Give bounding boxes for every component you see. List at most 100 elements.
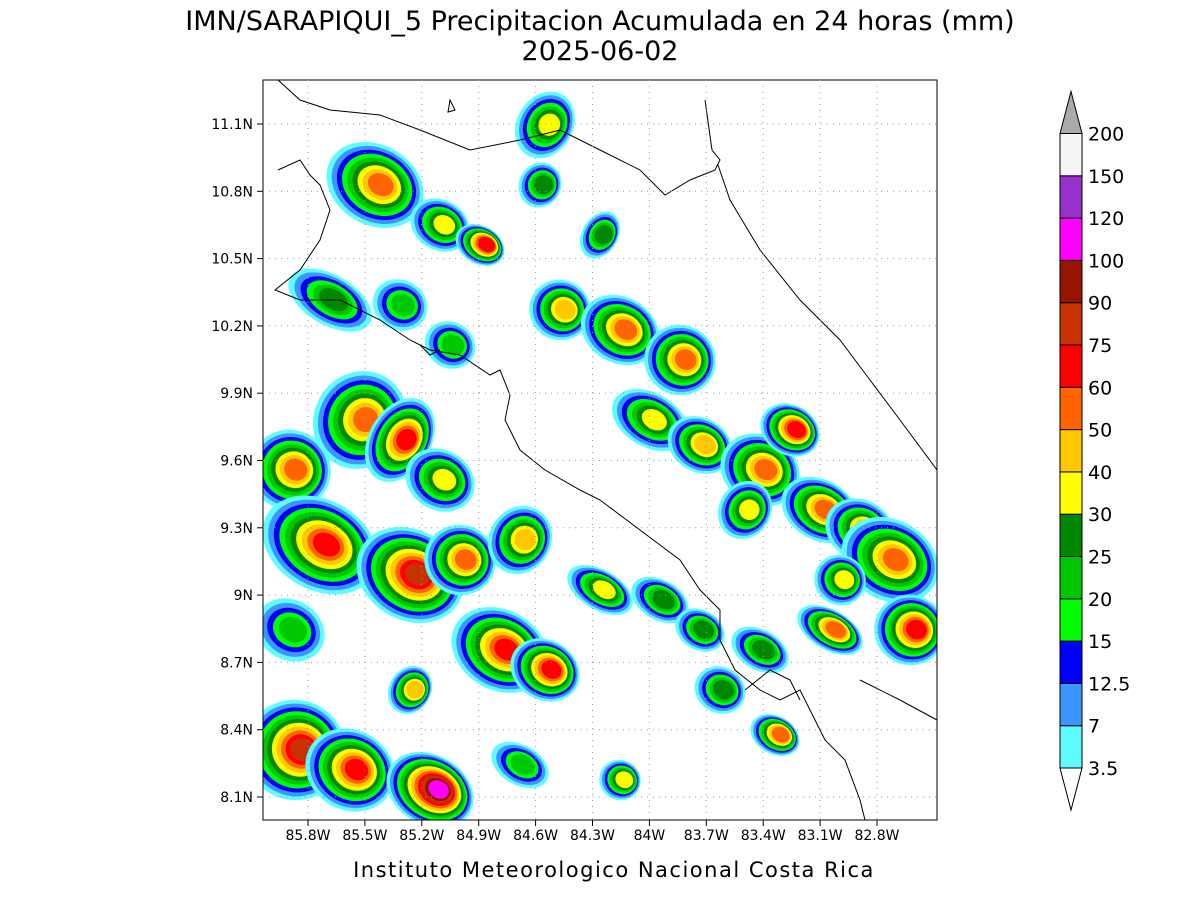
rain-cell <box>580 211 620 259</box>
rain-contour <box>454 549 477 570</box>
lat-label: 8.7N <box>220 655 253 671</box>
colorbar-label: 50 <box>1088 420 1112 442</box>
rain-cell <box>263 495 378 595</box>
rain-cell <box>694 666 746 714</box>
rain-contour <box>538 113 561 136</box>
rain-contour <box>432 468 457 491</box>
colorbar-label: 12.5 <box>1088 673 1130 695</box>
colorbar-segment <box>1059 429 1083 473</box>
rain-cell <box>612 388 688 452</box>
lat-label: 9.3N <box>220 521 253 537</box>
rain-cell <box>841 516 937 604</box>
colorbar-label: 30 <box>1088 504 1112 526</box>
title: IMN/SARAPIQUI_5 Precipitacion Acumulada … <box>185 6 1014 37</box>
rain-contour <box>652 590 675 610</box>
rain-cell <box>667 416 733 474</box>
rain-contour <box>404 563 430 586</box>
colorbar-label: 60 <box>1088 377 1112 399</box>
rain-contour <box>713 680 735 700</box>
lat-label: 11.1N <box>211 117 253 133</box>
rain-contour <box>615 771 634 789</box>
rain-contour <box>534 175 554 195</box>
colorbar-label: 120 <box>1088 208 1124 230</box>
lon-label: 85.8W <box>285 828 330 844</box>
lat-label: 9.6N <box>220 454 253 470</box>
colorbar-label: 3.5 <box>1088 758 1118 780</box>
rain-cell <box>515 91 575 159</box>
rain-cell <box>305 728 395 812</box>
rain-cell <box>364 398 436 482</box>
rain-cell <box>405 448 475 512</box>
rain-contour <box>882 548 909 572</box>
rain-contour <box>477 236 496 253</box>
lon-label: 82.8W <box>854 828 899 844</box>
rain-contour <box>594 225 613 245</box>
rain-contour <box>614 319 638 340</box>
rain-cell <box>455 224 505 266</box>
rain-contour <box>367 173 394 197</box>
rain-contour <box>441 334 465 356</box>
rain-contour <box>278 617 307 643</box>
rain-contour <box>312 532 341 557</box>
colorbar-segment <box>1059 175 1083 219</box>
lat-label: 9.9N <box>220 386 253 402</box>
rain-contour <box>771 726 790 743</box>
rain-contour <box>541 660 562 679</box>
colorbar-segment <box>1059 344 1083 388</box>
rain-contour <box>510 754 536 776</box>
graticule: 11.1N 10.8N 10.5N 10.2N 9.9N 9.6N 9.3N 9N 8.7N 8.… <box>211 80 937 844</box>
rain-contour <box>433 214 456 235</box>
rain-contour <box>787 421 806 439</box>
rain-contour <box>752 640 775 660</box>
rain-contour <box>344 758 369 781</box>
rain-contour <box>353 407 379 433</box>
rain-contour <box>396 428 417 451</box>
rain-contour <box>674 349 697 370</box>
rain-cell <box>386 751 474 820</box>
lat-label: 8.4N <box>220 723 253 739</box>
lat-label: 10.5N <box>211 252 253 268</box>
rain-cell <box>424 524 496 596</box>
rain-cell <box>387 665 433 715</box>
rain-cell <box>750 714 800 756</box>
colorbar-label: 7 <box>1088 716 1100 738</box>
lon-label: 84.6W <box>513 828 558 844</box>
rain-contour <box>739 499 760 520</box>
colorbar-label: 200 <box>1088 124 1124 146</box>
rain-cell <box>372 279 428 331</box>
rain-contour <box>641 409 667 431</box>
rain-contour <box>284 458 308 481</box>
rain-cell <box>510 638 580 702</box>
colorbar: 3.5 7 12.5 15 20 25 30 40 50 60 75 90 100 120 150 200 <box>1059 89 1130 812</box>
rain-cell <box>567 565 633 615</box>
rain-cell <box>631 576 689 624</box>
colorbar-segment <box>1059 471 1083 515</box>
rain-contour <box>754 459 778 481</box>
rain-cell <box>599 759 641 801</box>
rain-cell <box>491 741 549 789</box>
rain-cell <box>529 279 591 341</box>
lat-label: 8.1N <box>220 790 253 806</box>
colorbar-label: 20 <box>1088 589 1112 611</box>
lon-label: 84W <box>634 828 666 844</box>
rain-contour <box>514 529 536 551</box>
rain-cell <box>263 429 331 511</box>
colorbar-label: 15 <box>1088 631 1112 653</box>
colorbar-segment <box>1059 302 1083 346</box>
lat-label: 10.8N <box>211 184 253 200</box>
colorbar-segment <box>1059 725 1083 769</box>
rain-contour <box>834 570 855 590</box>
rain-cell <box>263 598 325 662</box>
date: 2025-06-02 <box>522 36 679 67</box>
rain-cell <box>326 141 424 229</box>
rain-contour <box>825 621 846 639</box>
colorbar-label: 25 <box>1088 547 1112 569</box>
lon-label: 85.5W <box>342 828 387 844</box>
lat-label: 9N <box>234 588 253 604</box>
colorbar-segment <box>1059 598 1083 642</box>
colorbar-segment <box>1059 513 1083 558</box>
colorbar-segment <box>1059 217 1083 261</box>
colorbar-over <box>1059 89 1083 134</box>
lat-label: 10.2N <box>211 319 253 335</box>
